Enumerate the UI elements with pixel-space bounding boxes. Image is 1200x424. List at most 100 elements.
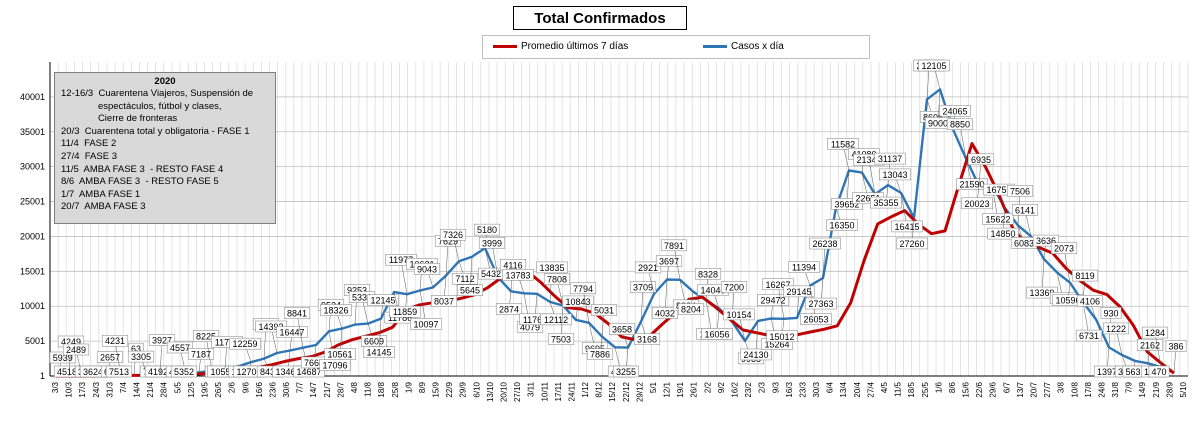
x-tick-label: 13/7 (1016, 381, 1025, 397)
callout-box (389, 305, 421, 318)
callout-box (547, 333, 575, 345)
x-tick-label: 27/7 (1043, 381, 1052, 397)
callout-box (740, 348, 772, 361)
x-tick-label: 4/8 (350, 381, 359, 393)
data-label: 5331 (352, 293, 372, 303)
callout-box (283, 307, 311, 319)
data-label: 5939 (53, 353, 73, 363)
callout-box (694, 268, 722, 280)
x-tick-label: 12/5 (187, 381, 196, 397)
data-label: 10550 (210, 367, 235, 377)
data-label: 3658 (612, 325, 632, 335)
timeline-line: 11/5 AMBA FASE 3 - RESTO FASE 4 (61, 163, 224, 175)
x-tick-label: 9/2 (717, 381, 726, 393)
timeline-line: 11/4 FASE 2 (61, 138, 117, 150)
x-tick-label: 24/8 (1097, 381, 1106, 397)
x-tick-label: 9/3 (771, 381, 780, 393)
data-label: 7808 (547, 275, 567, 285)
x-tick-label: 10/8 (1070, 381, 1079, 397)
callout-box (430, 295, 458, 307)
callout-box (655, 255, 683, 267)
timeline-line: 1/7 AMBA FASE 1 (61, 188, 141, 200)
callout-box (1102, 322, 1130, 335)
y-tick-label: 1 (40, 371, 45, 381)
x-tick-label: 1/6 (934, 381, 943, 393)
timeline-year: 2020 (154, 76, 176, 87)
x-tick-label: 14/4 (133, 381, 142, 397)
data-label: 8431 (260, 367, 280, 377)
x-tick-label: 22/9 (445, 381, 454, 397)
x-tick-label: 28/7 (336, 381, 345, 397)
data-label: 11786 (388, 313, 412, 323)
x-tick-label: 5/10 (1179, 381, 1188, 397)
data-label: 29145 (786, 287, 811, 297)
data-label: 16757 (986, 185, 1011, 195)
data-label: 8841 (287, 309, 307, 319)
callout-box (502, 269, 534, 281)
callout-box (874, 152, 906, 165)
callout-leader (400, 260, 408, 295)
x-tick-label: 24/3 (92, 381, 101, 397)
callout-box (982, 213, 1014, 225)
callout-box (49, 351, 76, 364)
timeline-line: 8/6 AMBA FASE 3 - RESTO FASE 5 (61, 176, 219, 188)
data-label: 21346 (856, 155, 881, 165)
callout-box (1136, 339, 1164, 351)
data-label: 6731 (1079, 331, 1099, 341)
callout-box (148, 334, 176, 346)
data-label: 24130 (743, 350, 768, 360)
callout-leader (296, 313, 304, 348)
data-label: 5352 (174, 367, 194, 377)
data-label: 12145 (370, 296, 395, 306)
legend-item-average: Promedio últimos 7 días (493, 41, 628, 52)
data-label: 7503 (551, 335, 571, 345)
callout-leader (159, 340, 163, 375)
callout-box (660, 239, 688, 252)
x-tick-label: 15/12 (608, 381, 617, 402)
callout-box (701, 328, 733, 340)
legend-label-average: Promedio últimos 7 días (521, 41, 629, 52)
data-label: 3697 (659, 256, 679, 266)
callout-box (105, 365, 133, 378)
data-label: 14040 (700, 285, 725, 295)
data-label: 7629 (438, 237, 458, 247)
data-label: 26238 (812, 239, 837, 249)
data-label: 8225 (196, 332, 216, 342)
data-label: 15012 (769, 332, 794, 342)
x-tick-label: 13/4 (839, 381, 848, 397)
callout-box (495, 303, 523, 315)
x-tick-label: 20/7 (1030, 381, 1039, 397)
data-label: 8850 (950, 120, 970, 130)
callout-box (870, 196, 902, 209)
callout-leader (445, 241, 449, 276)
callout-box (1141, 326, 1169, 339)
data-label: 10097 (413, 319, 438, 329)
data-label: 4518 (57, 367, 77, 377)
x-tick-label: 16/3 (785, 381, 794, 397)
callout-box (629, 281, 657, 293)
x-tick-label: 8/12 (595, 381, 604, 397)
data-label: 31137 (878, 154, 902, 164)
x-tick-label: 3/11 (527, 381, 536, 397)
x-tick-label: 26/1 (690, 381, 699, 397)
x-tick-label: 18/8 (377, 381, 386, 397)
data-label: 39652 (834, 199, 859, 209)
x-tick-label: 23/2 (744, 381, 753, 397)
data-label: 7513 (109, 367, 129, 377)
data-label: 3168 (637, 335, 657, 345)
data-label: 2874 (499, 304, 519, 314)
callout-box (800, 313, 832, 325)
callout-box (826, 219, 858, 231)
x-tick-label: 28/9 (1165, 381, 1174, 397)
callout-box (367, 294, 399, 306)
callout-leader (1063, 248, 1071, 283)
x-tick-label: 11/5 (894, 381, 903, 397)
y-tick-label: 30001 (20, 162, 45, 172)
data-label: 2073 (1054, 244, 1074, 254)
data-label: 6609 (364, 337, 384, 347)
callout-box (766, 330, 798, 343)
callout-leader (959, 124, 967, 159)
callout-box (229, 337, 261, 350)
callout-box (127, 350, 155, 363)
callout-box (320, 304, 352, 316)
